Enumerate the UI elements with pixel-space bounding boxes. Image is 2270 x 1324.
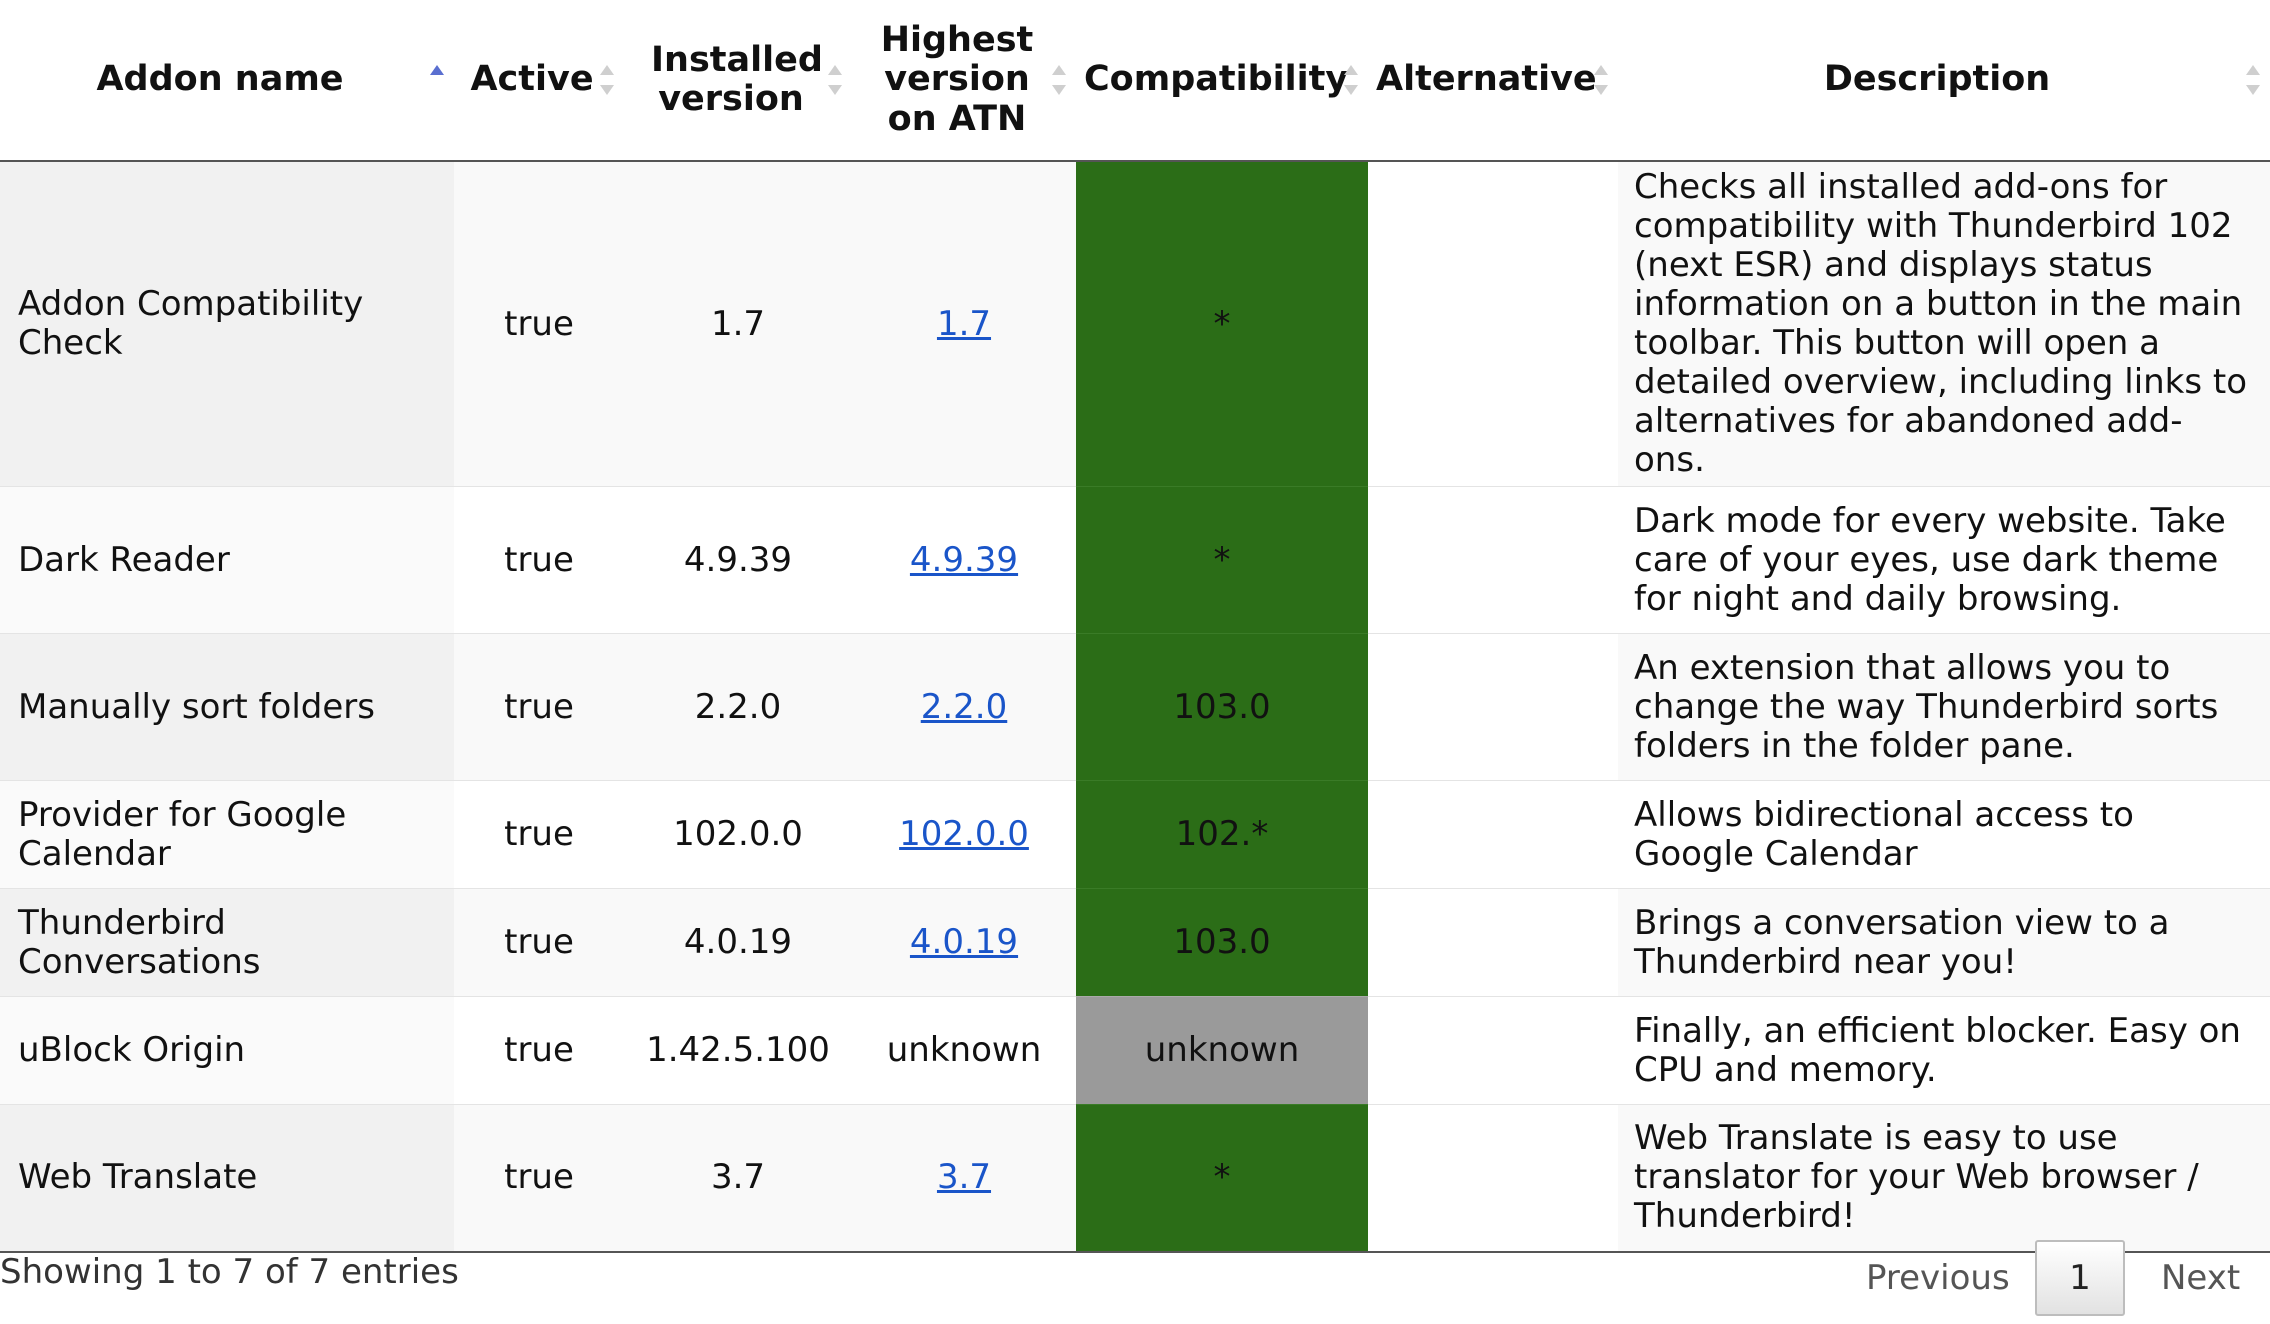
column-header-label-line1: Highest [880,20,1034,61]
atn-version-link[interactable]: 1.7 [936,303,992,344]
addon-name-cell: Web Translate [0,1104,454,1253]
column-header-alternative[interactable]: Alternative [1368,0,1618,162]
column-header-label: Addon name [96,59,344,100]
column-header-description[interactable]: Description [1618,0,2270,162]
addon-name-cell: Dark Reader [0,486,454,634]
addon-table-container: Addon name Active Installed version High… [0,0,2270,1253]
addon-name-cell: Provider for Google Calendar [0,780,454,889]
installed-version-cell: 4.0.19 [624,888,852,997]
compatibility-cell: 102.* [1076,780,1368,889]
column-header-label: Compatibility [1084,59,1349,100]
table-row: Thunderbird Conversations true 4.0.19 4.… [0,888,2270,997]
description-cell: Checks all installed add-ons for compati… [1618,160,2270,487]
atn-version-link[interactable]: 4.9.39 [909,539,1019,580]
sort-both-icon [1594,63,1608,97]
active-cell: true [454,780,624,889]
active-cell: true [454,633,624,781]
highest-version-cell: 2.2.0 [852,633,1076,781]
active-cell: true [454,160,624,487]
description-cell: An extension that allows you to change t… [1618,633,2270,781]
column-header-addon-name[interactable]: Addon name [0,0,454,162]
active-cell: true [454,888,624,997]
description-cell: Web Translate is easy to use translator … [1618,1104,2270,1253]
atn-version-link[interactable]: 2.2.0 [920,686,1008,727]
compatibility-cell: * [1076,1104,1368,1253]
description-cell: Finally, an efficient blocker. Easy on C… [1618,996,2270,1105]
table-row: Web Translate true 3.7 3.7 * Web Transla… [0,1104,2270,1253]
installed-version-cell: 1.7 [624,160,852,487]
active-cell: true [454,486,624,634]
installed-version-cell: 1.42.5.100 [624,996,852,1105]
atn-version-link[interactable]: 102.0.0 [899,814,1029,854]
addon-name-cell: uBlock Origin [0,996,454,1105]
highest-version-cell: 4.9.39 [852,486,1076,634]
compatibility-cell: * [1076,160,1368,487]
column-header-active[interactable]: Active [454,0,624,162]
table-row: Dark Reader true 4.9.39 4.9.39 * Dark mo… [0,486,2270,634]
table-row: Addon Compatibility Check true 1.7 1.7 *… [0,160,2270,487]
table-header-row: Addon name Active Installed version High… [0,0,2270,162]
installed-version-cell: 3.7 [624,1104,852,1253]
addon-name-cell: Manually sort folders [0,633,454,781]
compatibility-cell: 103.0 [1076,633,1368,781]
highest-version-cell: 1.7 [852,160,1076,487]
entries-info: Showing 1 to 7 of 7 entries [0,1252,459,1292]
compatibility-cell: unknown [1076,996,1368,1105]
sort-both-icon [828,63,842,97]
alternative-cell [1368,633,1618,781]
installed-version-cell: 4.9.39 [624,486,852,634]
sort-both-icon [1344,63,1358,97]
column-header-label-line3: on ATN [887,98,1027,139]
sort-both-icon [2246,63,2260,97]
alternative-cell [1368,160,1618,487]
description-cell: Dark mode for every website. Take care o… [1618,486,2270,634]
installed-version-cell: 2.2.0 [624,633,852,781]
addon-name-cell: Addon Compatibility Check [0,160,454,487]
column-header-label-line2: version [884,59,1030,100]
highest-version-cell: unknown [852,996,1076,1105]
compatibility-cell: 103.0 [1076,888,1368,997]
column-header-label: Installed version [651,39,823,119]
installed-version-cell: 102.0.0 [624,780,852,889]
next-page-button[interactable]: Next [2161,1258,2241,1298]
highest-version-cell: 4.0.19 [852,888,1076,997]
alternative-cell [1368,888,1618,997]
active-cell: true [454,1104,624,1253]
alternative-cell [1368,486,1618,634]
column-header-compatibility[interactable]: Compatibility [1076,0,1368,162]
addon-table: Addon name Active Installed version High… [0,0,2270,1253]
compatibility-cell: * [1076,486,1368,634]
column-header-highest-version[interactable]: Highest version on ATN [852,0,1076,162]
description-cell: Brings a conversation view to a Thunderb… [1618,888,2270,997]
active-cell: true [454,996,624,1105]
previous-page-button[interactable]: Previous [1866,1258,2010,1298]
column-header-installed-version[interactable]: Installed version [624,0,852,162]
table-row: Provider for Google Calendar true 102.0.… [0,780,2270,889]
alternative-cell [1368,996,1618,1105]
atn-version-link[interactable]: 3.7 [936,1157,992,1198]
column-header-label: Description [1823,59,2051,100]
alternative-cell [1368,780,1618,889]
table-footer: Showing 1 to 7 of 7 entries Previous 1 N… [0,1232,2270,1322]
sort-both-icon [600,63,614,97]
highest-version-cell: 3.7 [852,1104,1076,1253]
atn-version-link[interactable]: 4.0.19 [909,922,1019,962]
table-row: uBlock Origin true 1.42.5.100 unknown un… [0,996,2270,1105]
highest-version-cell: 102.0.0 [852,780,1076,889]
table-row: Manually sort folders true 2.2.0 2.2.0 1… [0,633,2270,781]
column-header-label: Active [470,59,594,100]
sort-ascending-icon [430,63,444,97]
sort-both-icon [1052,63,1066,97]
page-1-button[interactable]: 1 [2035,1240,2125,1316]
description-cell: Allows bidirectional access to Google Ca… [1618,780,2270,889]
column-header-label: Alternative [1376,59,1597,100]
addon-name-cell: Thunderbird Conversations [0,888,454,997]
alternative-cell [1368,1104,1618,1253]
